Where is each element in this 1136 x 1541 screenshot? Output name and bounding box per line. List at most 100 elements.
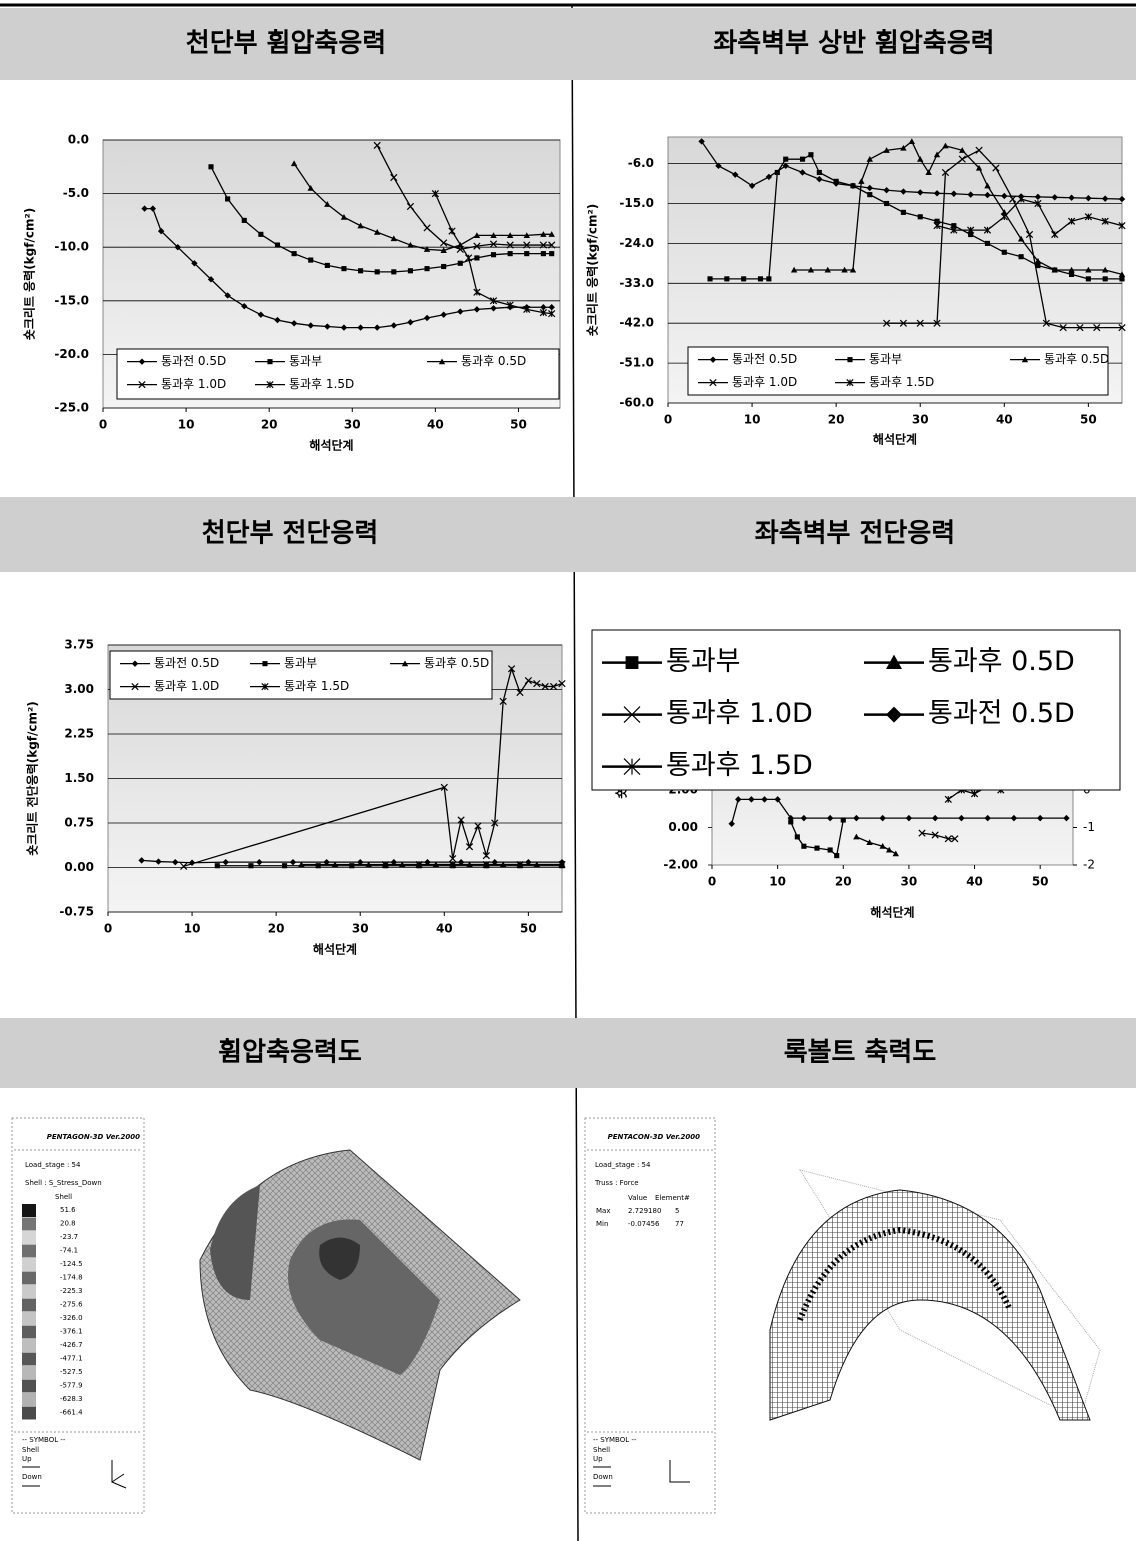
y-tick-label: -5.0 xyxy=(63,186,89,200)
x-tick-label: 30 xyxy=(344,418,361,432)
scale-label: -376.1 xyxy=(60,1328,83,1336)
symbol-line: Shell xyxy=(22,1446,39,1454)
panel-title: 록볼트 축력도 xyxy=(784,1038,937,1068)
marker xyxy=(458,261,463,266)
table-cell: Value xyxy=(628,1194,647,1202)
scale-swatch xyxy=(22,1272,36,1285)
x-tick-label: 40 xyxy=(427,418,444,432)
marker xyxy=(375,269,380,274)
marker xyxy=(884,201,889,206)
legend-label: 통과전 0.5D xyxy=(161,354,226,368)
marker xyxy=(325,263,330,268)
bolt-array xyxy=(770,1190,1090,1420)
chart: -2.000.002.00-2-1001020304050해석단계숏크리트 전단… xyxy=(592,630,1120,920)
x-tick-label: 0 xyxy=(708,875,716,889)
legend-label: 통과후 1.0D xyxy=(154,679,219,693)
marker xyxy=(801,844,806,849)
x-tick-label: 20 xyxy=(268,922,285,936)
scale-swatch xyxy=(22,1407,36,1420)
x-tick-label: 50 xyxy=(1080,413,1097,427)
marker xyxy=(391,269,396,274)
x-tick-label: 40 xyxy=(996,413,1013,427)
info-line: Shell xyxy=(55,1193,72,1201)
scale-swatch xyxy=(22,1393,36,1406)
marker xyxy=(985,241,990,246)
marker xyxy=(808,152,813,157)
y-tick-label: 3.00 xyxy=(64,682,94,696)
y-tick-label: -42.0 xyxy=(619,316,654,330)
legend-label: 통과후 1.0D xyxy=(732,375,797,389)
legend-label: 통과후 0.5D xyxy=(1044,352,1109,366)
marker xyxy=(358,268,363,273)
y-tick-label: 2.25 xyxy=(64,727,94,741)
legend-marker xyxy=(267,359,272,364)
legend-label: 통과후 0.5D xyxy=(928,646,1075,677)
marker xyxy=(783,157,788,162)
legend-label: 통과전 0.5D xyxy=(732,352,797,366)
marker xyxy=(474,255,479,260)
scale-label: -577.9 xyxy=(60,1382,83,1390)
marker xyxy=(491,252,496,257)
y2-tick-label: -2 xyxy=(1083,858,1095,872)
marker xyxy=(707,276,712,281)
marker xyxy=(1119,276,1124,281)
scale-label: -426.7 xyxy=(60,1341,83,1349)
chart: 3.753.002.251.500.750.00-0.7501020304050… xyxy=(25,638,566,957)
marker xyxy=(275,242,280,247)
legend-label: 통과후 1.5D xyxy=(666,750,813,781)
marker xyxy=(817,170,822,175)
y-axis-label: 숏크리트 응력(kgf/cm²) xyxy=(22,208,37,340)
x-axis-label: 해석단계 xyxy=(313,942,357,957)
marker xyxy=(541,251,546,256)
table-cell: Max xyxy=(596,1207,610,1215)
table-cell: Element# xyxy=(655,1194,690,1202)
symbol-line: Up xyxy=(22,1455,32,1463)
marker xyxy=(918,214,923,219)
y-tick-label: -60.0 xyxy=(619,396,654,410)
x-tick-label: 20 xyxy=(835,875,852,889)
scale-label: -275.6 xyxy=(60,1301,83,1309)
chart: 0.0-5.0-10.0-15.0-20.0-25.001020304050해석… xyxy=(22,133,561,453)
table-cell: -0.07456 xyxy=(628,1220,660,1228)
legend-label: 통과후 1.5D xyxy=(289,377,354,391)
y-tick-label: -15.0 xyxy=(54,293,89,307)
scale-label: -477.1 xyxy=(60,1355,83,1363)
marker xyxy=(850,183,855,188)
x-tick-label: 10 xyxy=(769,875,786,889)
legend-label: 통과후 1.5D xyxy=(869,375,934,389)
x-tick-label: 40 xyxy=(436,922,453,936)
legend-marker xyxy=(262,661,267,666)
figure-stress: PENTAGON-3D Ver.2000 Load_stage : 54 She… xyxy=(12,1118,520,1513)
legend-label: 통과부 xyxy=(869,352,902,366)
symbol-line: -- SYMBOL -- xyxy=(593,1436,637,1444)
marker xyxy=(524,251,529,256)
scale-swatch xyxy=(22,1245,36,1258)
x-tick-label: 0 xyxy=(664,413,672,427)
x-tick-label: 0 xyxy=(104,922,112,936)
y-tick-label: -33.0 xyxy=(619,276,654,290)
symbol-line: Up xyxy=(593,1455,603,1463)
marker xyxy=(834,179,839,184)
info-line: Truss : Force xyxy=(594,1179,639,1187)
scale-label: -326.0 xyxy=(60,1314,83,1322)
legend-label: 통과부 xyxy=(666,646,741,677)
x-tick-label: 30 xyxy=(912,413,929,427)
legend-marker xyxy=(626,656,639,669)
chart: -6.0-15.0-24.0-33.0-42.0-51.0-60.0010203… xyxy=(585,137,1126,447)
scale-label: -628.3 xyxy=(60,1395,83,1403)
scale-swatch xyxy=(22,1204,36,1217)
marker xyxy=(225,196,230,201)
symbol-line: -- SYMBOL -- xyxy=(22,1436,66,1444)
scale-swatch xyxy=(22,1339,36,1352)
legend-label: 통과부 xyxy=(284,656,317,670)
x-tick-label: 0 xyxy=(99,418,107,432)
x-tick-label: 40 xyxy=(966,875,983,889)
scale-swatch xyxy=(22,1326,36,1339)
scale-swatch xyxy=(22,1231,36,1244)
scale-swatch xyxy=(22,1299,36,1312)
software-name: PENTAGON-3D Ver.2000 xyxy=(47,1133,140,1141)
y-tick-label: -0.75 xyxy=(59,905,94,919)
marker xyxy=(258,232,263,237)
scale-swatch xyxy=(22,1312,36,1325)
scale-label: 20.8 xyxy=(60,1220,76,1228)
